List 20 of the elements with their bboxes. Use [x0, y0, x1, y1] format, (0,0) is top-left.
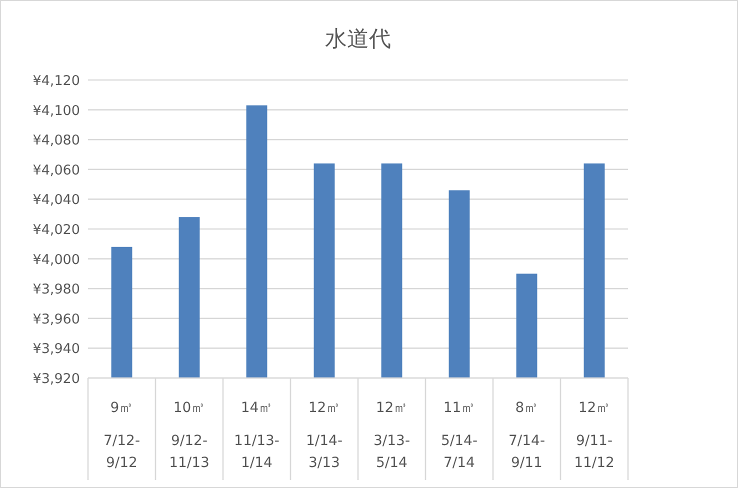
category-label: 12㎥ 1/14- 3/13 — [306, 400, 342, 471]
y-tick-label: ¥4,060 — [32, 162, 80, 178]
category-label: 12㎥ 3/13- 5/14 — [374, 400, 410, 471]
y-tick-label: ¥4,120 — [32, 73, 80, 89]
y-tick-label: ¥4,100 — [32, 102, 80, 119]
category-label: 14㎥ 11/13- 1/14 — [234, 400, 280, 471]
y-tick-label: ¥3,960 — [32, 311, 80, 328]
y-tick-label: ¥3,980 — [32, 282, 80, 298]
category-label: 11㎥ 5/14- 7/14 — [441, 400, 478, 471]
y-tick-label: ¥4,000 — [32, 252, 80, 268]
y-tick-label: ¥4,040 — [32, 192, 80, 208]
y-tick-label: ¥3,920 — [32, 371, 80, 387]
y-tick-label: ¥4,020 — [32, 222, 80, 238]
chart-title: 水道代 — [325, 27, 391, 52]
y-tick-label: ¥4,080 — [32, 132, 80, 149]
category-label: 8㎥ 7/14- 9/11 — [508, 400, 545, 471]
category-label: 9㎥ 7/12- 9/12 — [104, 400, 140, 471]
y-tick-label: ¥3,940 — [32, 341, 80, 358]
category-label: 10㎥ 9/12- 11/13 — [169, 400, 210, 471]
category-label: 12㎥ 9/11- 11/12 — [574, 400, 614, 471]
